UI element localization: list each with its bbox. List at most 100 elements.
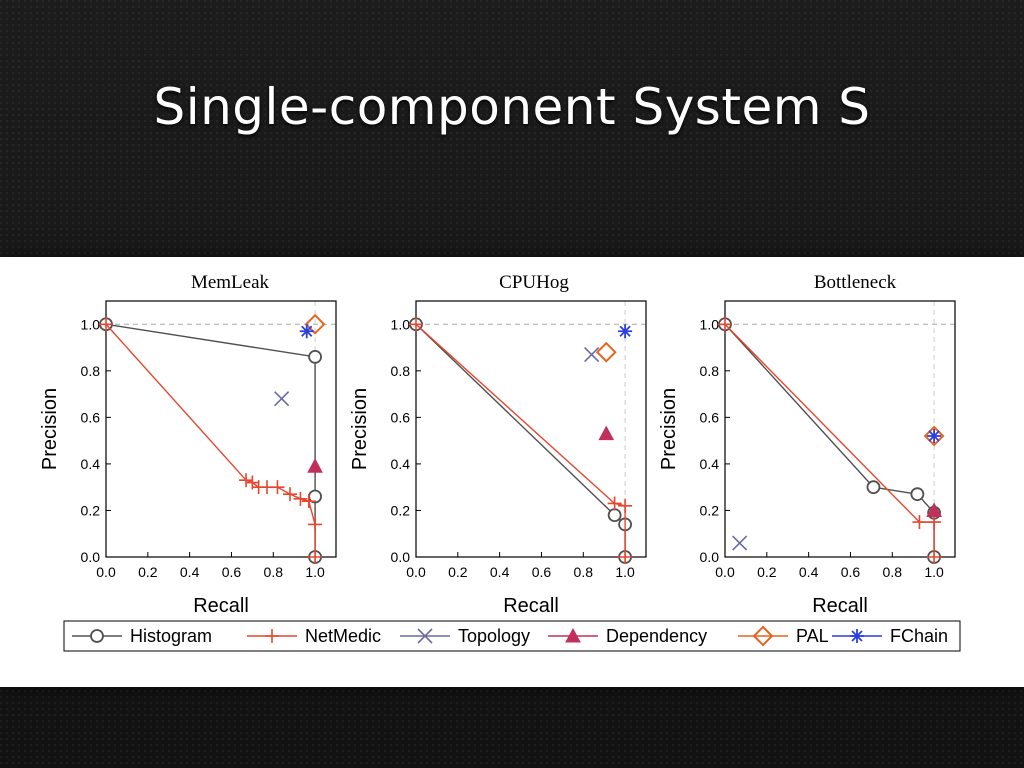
series-histogram — [409, 317, 632, 564]
plot-frame — [105, 300, 337, 558]
series-topology — [584, 346, 600, 363]
y-tick-label: 0.8 — [81, 363, 101, 379]
data-point-pal — [923, 425, 945, 447]
series-dependency — [307, 458, 323, 473]
legend-marker-pal — [752, 625, 774, 647]
legend-marker-dependency — [565, 627, 581, 643]
y-tick-label: 1.0 — [391, 316, 411, 332]
x-tick-label: 1.0 — [924, 564, 944, 580]
data-point-netmedic — [270, 480, 285, 495]
x-tick-label: 0.0 — [406, 564, 426, 580]
data-point-netmedic — [308, 550, 323, 564]
y-tick-label: 0.6 — [700, 409, 720, 425]
data-point-fchain — [927, 428, 942, 443]
y-tick-label: 1.0 — [700, 316, 720, 332]
series-fchain — [618, 324, 633, 339]
y-axis-label: Precision — [658, 388, 680, 470]
series-line-histogram — [724, 323, 935, 557]
data-point-topology — [274, 391, 290, 407]
data-point-netmedic — [927, 550, 942, 564]
legend-marker-topology — [417, 628, 433, 644]
data-point-histogram — [866, 480, 881, 495]
y-tick-label: 0.4 — [700, 456, 720, 472]
figure-svg: MemLeak 0.0 0.2 0.4 0.6 0.8 1.0 0.0 0.2 0.4 0.6 0.8… — [39, 272, 961, 652]
data-point-netmedic — [927, 515, 942, 530]
series-topology — [732, 535, 748, 551]
legend-item-histogram: Histogram — [72, 626, 212, 646]
y-tick-label: 0.4 — [391, 456, 411, 472]
series-netmedic — [99, 317, 323, 564]
y-tick-label: 0.2 — [81, 502, 101, 518]
y-tick-label: 0.0 — [700, 549, 720, 565]
legend-box — [63, 620, 961, 652]
series-line-netmedic — [724, 323, 935, 557]
x-tick-label: 1.0 — [305, 564, 325, 580]
data-point-histogram — [308, 349, 322, 364]
chart-title: Bottleneck — [814, 272, 897, 293]
y-tick-label: 0.0 — [391, 549, 411, 565]
legend-item-dependency: Dependency — [548, 626, 707, 646]
y-tick-label: 1.0 — [81, 316, 101, 332]
y-tick-label: 0.8 — [391, 363, 411, 379]
data-point-netmedic — [293, 491, 308, 506]
x-tick-label: 0.4 — [180, 564, 200, 580]
data-point-dependency — [926, 502, 942, 517]
y-tick-label: 0.6 — [391, 409, 411, 425]
data-point-netmedic — [607, 496, 622, 511]
chart-panel-bottleneck: Bottleneck 0.0 0.2 0.4 0.6 0.8 1.0 0.0 0.2 0.4 0.6… — [658, 272, 956, 617]
y-axis-label: Precision — [39, 388, 61, 470]
x-tick-label: 0.2 — [448, 564, 468, 580]
data-point-dependency — [598, 425, 615, 441]
legend-marker-fchain — [850, 629, 864, 643]
x-tick-label: 0.4 — [490, 564, 510, 580]
plot-frame — [415, 300, 647, 558]
series-pal — [595, 341, 617, 363]
data-point-pal — [304, 313, 326, 335]
series-line-netmedic — [105, 323, 316, 557]
data-point-netmedic — [718, 317, 732, 332]
series-line-histogram — [415, 323, 626, 557]
legend-label: Histogram — [130, 626, 212, 646]
data-point-topology — [732, 535, 748, 551]
data-point-netmedic — [618, 550, 633, 564]
chart-title: CPUHog — [499, 272, 569, 293]
legend-item-netmedic: NetMedic — [247, 626, 381, 646]
data-point-netmedic — [99, 317, 113, 332]
x-tick-label: 0.6 — [841, 564, 861, 580]
y-tick-label: 0.2 — [700, 502, 720, 518]
y-tick-label: 0.4 — [81, 456, 101, 472]
x-tick-label: 0.2 — [138, 564, 158, 580]
y-tick-label: 0.6 — [81, 409, 101, 425]
legend-label: NetMedic — [305, 626, 381, 646]
legend-marker-histogram — [90, 629, 104, 643]
x-tick-label: 0.8 — [264, 564, 284, 580]
chart-panel-memleak: MemLeak 0.0 0.2 0.4 0.6 0.8 1.0 0.0 0.2 0.4 0.6 0.8… — [39, 272, 337, 617]
series-histogram — [718, 317, 941, 564]
y-axis-label: Precision — [349, 388, 371, 470]
legend-item-topology: Topology — [400, 626, 530, 646]
data-point-dependency — [307, 458, 323, 473]
plot-frame — [724, 300, 956, 558]
x-axis-label: Recall — [503, 595, 559, 617]
x-tick-label: 0.2 — [757, 564, 777, 580]
x-tick-label: 0.8 — [883, 564, 903, 580]
legend-marker-netmedic — [265, 629, 279, 643]
legend-label: Topology — [458, 626, 530, 646]
slide-title: Single-component System S — [153, 78, 871, 136]
series-pal — [923, 425, 945, 447]
x-tick-label: 0.4 — [799, 564, 819, 580]
legend-item-fchain: FChain — [832, 626, 948, 646]
y-tick-label: 0.8 — [700, 363, 720, 379]
data-point-netmedic — [308, 517, 323, 532]
data-point-netmedic — [283, 487, 297, 502]
data-point-netmedic — [912, 515, 927, 530]
series-netmedic — [409, 317, 633, 564]
x-axis-label: Recall — [193, 595, 249, 617]
y-tick-label: 0.0 — [81, 549, 101, 565]
data-point-histogram — [607, 508, 622, 523]
series-netmedic — [718, 317, 942, 564]
legend-label: Dependency — [606, 626, 707, 646]
data-point-fchain — [618, 324, 633, 339]
series-pal — [304, 313, 326, 335]
data-point-netmedic — [239, 473, 254, 488]
